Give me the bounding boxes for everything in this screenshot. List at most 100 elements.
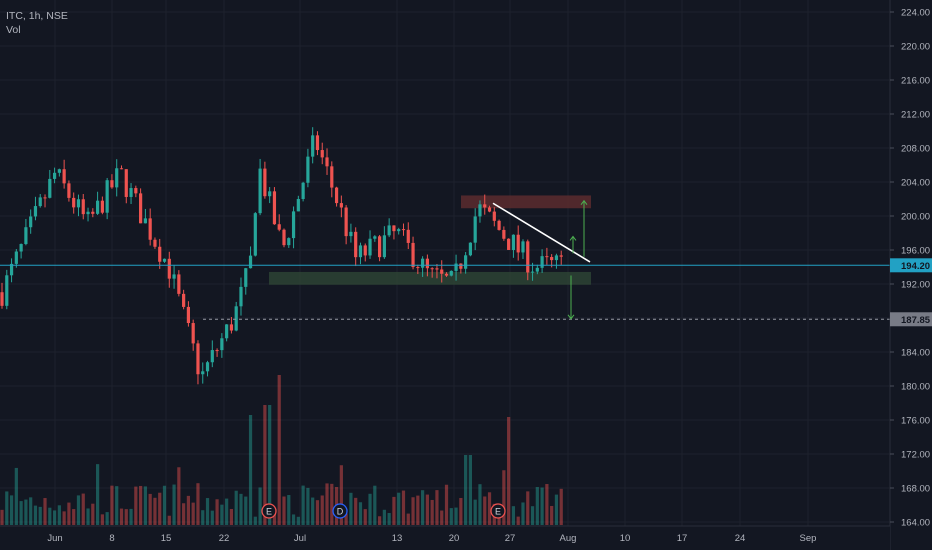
volume-bar (416, 495, 420, 525)
volume-bar (201, 510, 205, 525)
price-tick-label: 208.00 (901, 144, 930, 155)
volume-bar (95, 464, 100, 525)
zones (269, 195, 591, 285)
arrow-up-big-head (580, 199, 588, 205)
volume-bars (0, 375, 563, 525)
price-tick-label: 180.00 (901, 382, 930, 393)
last-price-value: 194.20 (901, 261, 930, 272)
volume-bar (425, 494, 429, 525)
candle-body (291, 211, 296, 239)
candle-body (67, 183, 71, 198)
candle-body (38, 197, 42, 207)
price-tick-label: 224.00 (901, 8, 930, 19)
candle-body (330, 166, 334, 188)
grid-lines (0, 0, 890, 526)
candle-body (244, 268, 248, 287)
candle-body (282, 229, 286, 246)
volume-bar (258, 487, 262, 525)
candle-body (95, 200, 100, 214)
volume-bar (14, 467, 18, 525)
candle-body (550, 257, 554, 261)
target-price-value: 187.85 (901, 315, 931, 326)
event-marker-circle (261, 503, 277, 519)
volume-bar (521, 502, 525, 525)
volume-bar (215, 499, 219, 525)
candle-body (52, 172, 57, 179)
candle-body (48, 178, 52, 198)
time-tick-label: Aug (560, 533, 577, 544)
candle-body (14, 251, 18, 264)
arrow-down-head (567, 314, 575, 320)
candle-body (268, 191, 272, 197)
volume-bar (483, 496, 487, 525)
time-tick-label: 8 (109, 533, 114, 544)
volume-bar (24, 499, 28, 525)
candle-body (167, 258, 171, 279)
volume-bar (325, 483, 329, 525)
volume-bar (191, 502, 195, 525)
candle-body (191, 323, 195, 344)
price-tick-label: 204.00 (901, 178, 930, 189)
volume-bar (105, 512, 109, 525)
volume-bar (81, 493, 85, 525)
candle-body (502, 229, 506, 239)
volume-bar (220, 504, 224, 525)
candle-body (105, 180, 109, 213)
price-tick-label: 184.00 (901, 348, 930, 359)
price-tick-label: 212.00 (901, 110, 930, 121)
volume-bar (550, 505, 554, 525)
volume-bar (282, 496, 286, 525)
candle-body (277, 224, 281, 230)
candle-body (229, 324, 234, 331)
candle-body (272, 191, 277, 225)
volume-bar (129, 508, 133, 525)
volume-bar (301, 485, 305, 525)
volume-bar (291, 514, 296, 525)
candle-body (134, 188, 138, 194)
volume-bar (454, 507, 458, 525)
trendline (492, 202, 591, 263)
event-marker-e[interactable]: E (490, 503, 506, 519)
volume-bar (444, 484, 449, 525)
candle-body (554, 255, 559, 261)
candle-body (406, 229, 410, 243)
legend: ITC, 1h, NSE Vol (6, 9, 68, 37)
candle-body (148, 218, 152, 240)
volume-bar (72, 509, 76, 525)
candle-body (0, 292, 4, 306)
candle-body (196, 343, 200, 375)
volume-bar (205, 498, 210, 525)
candle-body (373, 236, 377, 239)
candle-body (57, 169, 61, 173)
candle-body (306, 156, 310, 183)
event-marker-e[interactable]: E (261, 503, 277, 519)
candle-body (559, 255, 563, 257)
candle-body (153, 239, 157, 247)
volume-bar (296, 516, 300, 525)
volume-bar (449, 508, 453, 525)
volume-bar (421, 490, 425, 525)
candle-body (497, 220, 501, 230)
time-tick-label: Jun (47, 533, 62, 544)
event-marker-circle (490, 503, 506, 519)
volume-bar (5, 491, 9, 525)
volume-bar (167, 515, 171, 525)
volume-label: Vol (6, 24, 21, 36)
volume-bar (43, 498, 47, 525)
candle-body (401, 229, 406, 231)
candle-body (325, 157, 329, 167)
candle-body (354, 231, 358, 258)
volume-bar (526, 491, 530, 525)
volume-bar (311, 497, 315, 525)
volume-bar (554, 494, 559, 525)
volume-bar (177, 467, 181, 525)
event-marker-d[interactable]: D (332, 503, 348, 519)
candle-body (344, 207, 348, 237)
time-tick-label: 17 (677, 533, 688, 544)
candle-body (320, 150, 324, 158)
candle-body (129, 188, 133, 197)
volume-bar (196, 483, 200, 525)
price-tick-label: 200.00 (901, 212, 930, 223)
